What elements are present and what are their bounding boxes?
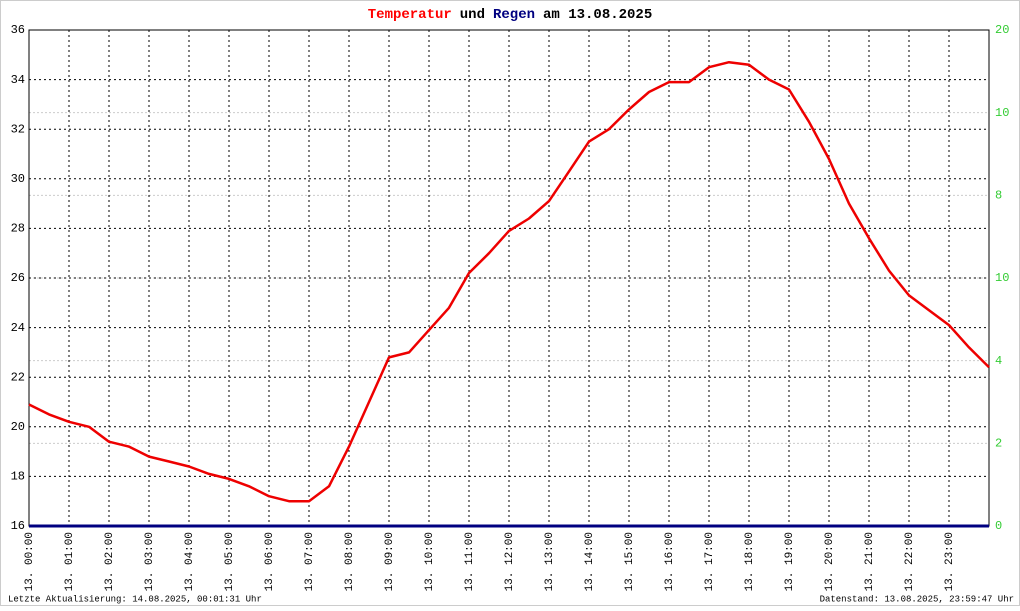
y-tick-label: 26 (11, 271, 25, 285)
title-part: und (460, 7, 485, 23)
series-line (28, 60, 990, 503)
chart-title: Temperatur und Regen am 13.08.2025 (368, 7, 652, 23)
y2-tick-label: 4 (995, 354, 1002, 368)
x-tick-label: 13. 12:00 (504, 532, 516, 591)
y2-tick-label: 8 (995, 189, 1002, 203)
x-tick-label: 13. 05:00 (224, 532, 236, 591)
x-tick-label: 13. 01:00 (64, 532, 76, 591)
x-tick-label: 13. 15:00 (624, 532, 636, 591)
footer-right: Datenstand: 13.08.2025, 23:59:47 Uhr (820, 594, 1014, 604)
y2-tick-label: 20 (995, 23, 1009, 37)
x-tick-label: 13. 20:00 (824, 532, 836, 591)
x-tick-label: 13. 06:00 (264, 532, 276, 591)
footer-left: Letzte Aktualisierung: 14.08.2025, 00:01… (8, 594, 262, 604)
x-tick-label: 13. 23:00 (944, 532, 956, 591)
x-tick-label: 13. 18:00 (744, 532, 756, 591)
y2-tick-label: 2 (995, 437, 1002, 451)
title-part: Temperatur (368, 7, 452, 23)
x-tick-label: 13. 11:00 (464, 532, 476, 591)
y-tick-label: 36 (11, 23, 25, 37)
x-tick-label: 13. 07:00 (304, 532, 316, 591)
y-tick-label: 34 (11, 73, 25, 87)
x-tick-label: 13. 16:00 (664, 532, 676, 591)
x-tick-label: 13. 19:00 (784, 532, 796, 591)
x-tick-label: 13. 14:00 (584, 532, 596, 591)
y-tick-label: 30 (11, 172, 25, 186)
x-tick-label: 13. 22:00 (904, 532, 916, 591)
x-tick-label: 13. 21:00 (864, 532, 876, 591)
x-tick-label: 13. 13:00 (544, 532, 556, 591)
y2-tick-label: 10 (995, 271, 1009, 285)
y-tick-label: 32 (11, 122, 25, 136)
y-tick-label: 18 (11, 470, 25, 484)
y-tick-label: 22 (11, 370, 25, 384)
y-tick-label: 16 (11, 519, 25, 533)
x-tick-label: 13. 08:00 (344, 532, 356, 591)
y2-tick-label: 10 (995, 106, 1009, 120)
x-tick-label: 13. 00:00 (24, 532, 36, 591)
title-part: am 13.08.2025 (543, 7, 652, 23)
x-tick-label: 13. 10:00 (424, 532, 436, 591)
y-tick-label: 24 (11, 321, 25, 335)
y2-tick-label: 0 (995, 519, 1002, 533)
x-tick-label: 13. 17:00 (704, 532, 716, 591)
y-tick-label: 20 (11, 420, 25, 434)
x-tick-label: 13. 02:00 (104, 532, 116, 591)
y-tick-label: 28 (11, 222, 25, 236)
title-part: Regen (493, 7, 535, 23)
x-tick-label: 13. 09:00 (384, 532, 396, 591)
x-tick-label: 13. 03:00 (144, 532, 156, 591)
x-tick-label: 13. 04:00 (184, 532, 196, 591)
